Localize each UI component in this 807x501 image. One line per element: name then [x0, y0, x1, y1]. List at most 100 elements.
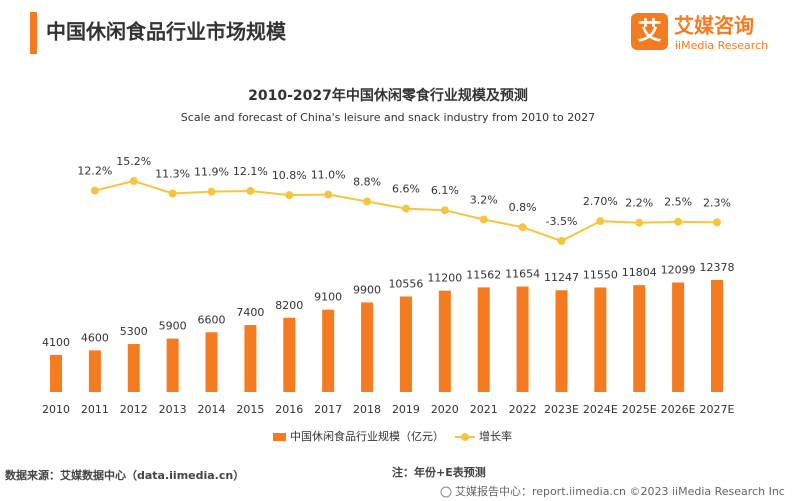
growth-point — [596, 217, 605, 226]
x-tick-label: 2015 — [236, 403, 264, 416]
growth-label: 2.5% — [664, 196, 692, 209]
bar-label: 11247 — [544, 271, 579, 284]
bar — [205, 332, 218, 392]
x-tick-label: 2012 — [120, 403, 148, 416]
bar — [399, 296, 412, 392]
growth-label: 11.0% — [311, 168, 346, 181]
growth-label: 10.8% — [272, 169, 307, 182]
growth-point — [674, 217, 683, 226]
logo-en: iiMedia Research — [675, 39, 768, 52]
growth-label: 3.2% — [470, 194, 498, 207]
bar-label: 6600 — [198, 313, 226, 326]
growth-label: 6.6% — [392, 183, 420, 196]
bar-label: 11200 — [427, 272, 462, 285]
bar-label: 9900 — [353, 283, 381, 296]
title-accent — [30, 12, 37, 54]
growth-point — [635, 218, 644, 227]
bar-label: 8200 — [275, 299, 303, 312]
growth-point — [129, 177, 138, 185]
x-tick-label: 2027E — [700, 403, 735, 416]
growth-point — [207, 187, 216, 196]
bar-label: 11654 — [505, 268, 540, 281]
growth-label: 6.1% — [431, 184, 459, 197]
bar — [438, 290, 451, 392]
legend-swatch-dot — [461, 433, 469, 441]
bar — [594, 287, 607, 392]
bar — [283, 317, 296, 392]
growth-label: -3.5% — [546, 215, 578, 228]
growth-point — [557, 237, 566, 245]
bar — [88, 350, 101, 392]
legend-label: 增长率 — [479, 429, 512, 443]
copyright: 艾媒报告中心：report.iimedia.cn ©2023 iiMedia R… — [455, 484, 785, 498]
bar — [244, 325, 257, 392]
bar-label: 12378 — [700, 261, 735, 274]
growth-label: 11.3% — [155, 168, 190, 181]
bar-label: 11562 — [466, 268, 501, 281]
x-tick-label: 2014 — [198, 403, 226, 416]
bar — [477, 287, 490, 392]
bar — [672, 282, 685, 392]
x-tick-label: 2011 — [81, 403, 109, 416]
bar — [633, 285, 646, 392]
x-tick-label: 2013 — [159, 403, 187, 416]
bar-label: 4600 — [81, 331, 109, 344]
growth-label: 11.9% — [194, 166, 229, 179]
growth-point — [401, 204, 410, 213]
growth-point — [285, 191, 294, 200]
chart-subtitle: Scale and forecast of China's leisure an… — [181, 111, 595, 124]
source: 数据来源：艾媒数据中心（data.iimedia.cn） — [5, 468, 244, 482]
x-tick-label: 2021 — [470, 403, 498, 416]
growth-label: 15.2% — [116, 155, 151, 168]
growth-label: 8.8% — [353, 176, 381, 189]
bar — [166, 338, 179, 392]
x-tick-label: 2016 — [275, 403, 303, 416]
bar-label: 9100 — [314, 291, 342, 304]
growth-label: 2.3% — [703, 196, 731, 209]
footer-icon — [440, 486, 452, 498]
note: 注：年份+E表预测 — [392, 465, 486, 479]
bar — [711, 280, 723, 392]
bar — [361, 302, 374, 392]
legend-label: 中国休闲食品行业规模（亿元） — [290, 429, 444, 443]
bar — [127, 344, 140, 392]
bar — [50, 354, 62, 392]
growth-label: 2.70% — [583, 195, 618, 208]
bar — [516, 286, 529, 392]
x-tick-label: 2020 — [431, 403, 459, 416]
legend-swatch-bar — [273, 433, 286, 441]
x-tick-label: 2010 — [42, 403, 70, 416]
logo-cn: 艾媒咨询 — [674, 14, 754, 38]
bar — [555, 290, 568, 392]
bar-label: 11804 — [622, 266, 657, 279]
bar-label: 12099 — [661, 264, 696, 277]
bar — [322, 309, 335, 392]
logo-icon-text: 艾 — [638, 17, 662, 45]
logo-icon — [631, 13, 668, 50]
page-title: 中国休闲食品行业市场规模 — [46, 20, 287, 44]
bar-label: 7400 — [236, 306, 264, 319]
growth-label: 0.8% — [509, 201, 537, 214]
growth-label: 12.2% — [77, 165, 112, 178]
x-tick-label: 2022 — [509, 403, 537, 416]
x-tick-label: 2018 — [353, 403, 381, 416]
x-tick-label: 2023E — [544, 403, 579, 416]
growth-point — [479, 215, 488, 224]
bar-label: 4100 — [42, 336, 70, 349]
x-tick-label: 2024E — [583, 403, 618, 416]
growth-label: 12.1% — [233, 165, 268, 178]
x-tick-label: 2017 — [314, 403, 342, 416]
growth-point — [440, 206, 449, 215]
bar-label: 11550 — [583, 268, 618, 281]
bar-label: 5900 — [159, 320, 187, 333]
growth-label: 2.2% — [625, 197, 653, 210]
growth-point — [168, 189, 177, 198]
growth-point — [90, 186, 99, 195]
x-tick-label: 2025E — [622, 403, 657, 416]
x-tick-label: 2019 — [392, 403, 420, 416]
growth-point — [713, 218, 721, 227]
growth-point — [246, 186, 255, 195]
bar-label: 5300 — [120, 325, 148, 338]
chart-title: 2010-2027年中国休闲零食行业规模及预测 — [248, 87, 528, 104]
